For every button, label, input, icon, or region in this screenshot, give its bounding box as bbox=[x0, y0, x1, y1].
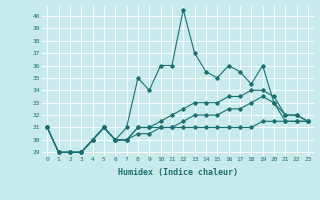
X-axis label: Humidex (Indice chaleur): Humidex (Indice chaleur) bbox=[118, 168, 237, 177]
